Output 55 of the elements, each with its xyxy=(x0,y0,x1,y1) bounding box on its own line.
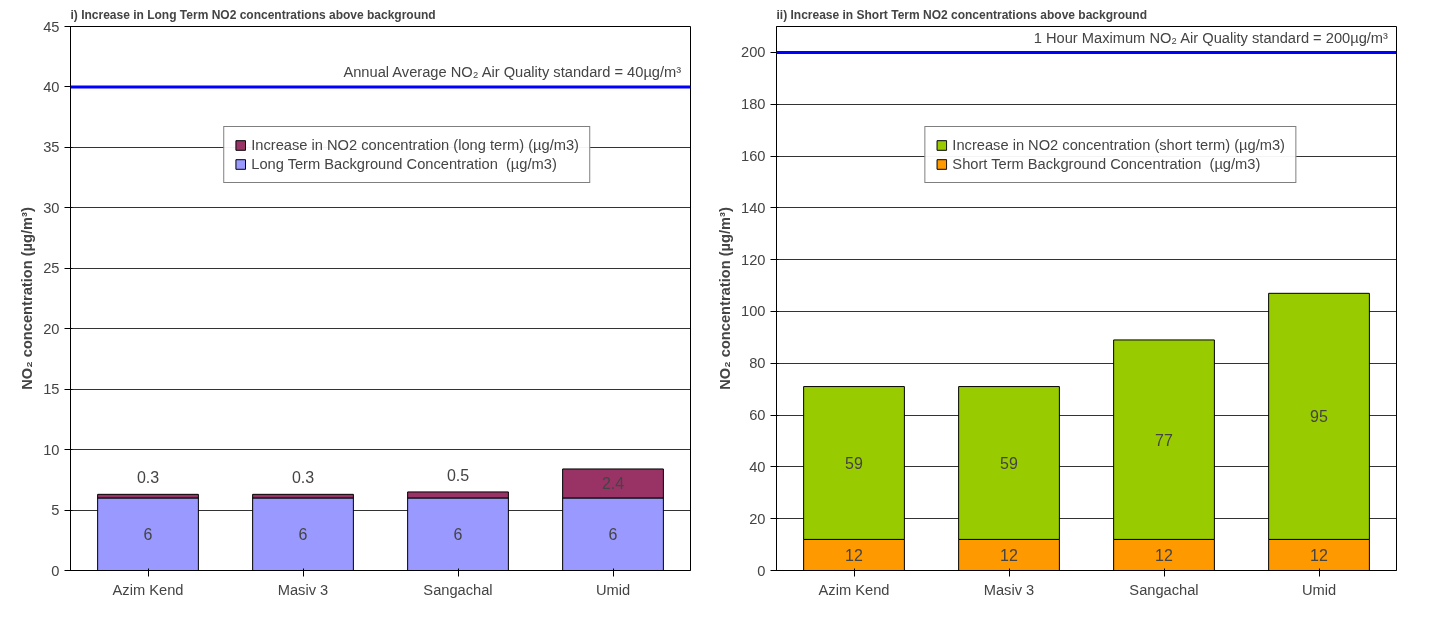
data-label: 12 xyxy=(1155,546,1173,564)
data-label: 2.4 xyxy=(601,475,625,493)
y-tick-label: 40 xyxy=(43,78,60,95)
data-label: 12 xyxy=(1000,546,1018,564)
x-tick-label: Sangachal xyxy=(1129,581,1199,598)
ref-line-label: 1 Hour Maximum NO₂ Air Quality standard = 200µg/m³ xyxy=(1033,29,1389,46)
x-tick-label: Masiv 3 xyxy=(983,581,1035,598)
y-tick-label: 0 xyxy=(51,562,60,579)
data-label: 77 xyxy=(1155,431,1173,449)
data-label: 6 xyxy=(298,526,308,544)
y-tick-label: 30 xyxy=(43,199,60,216)
y-tick-label: 25 xyxy=(43,260,60,277)
data-label: 6 xyxy=(143,526,153,544)
chart-title: i) Increase in Long Term NO2 concentrations above background xyxy=(70,7,436,22)
legend-label: Increase in NO2 concentration (short term) (µg/m3) xyxy=(952,137,1285,153)
data-label: 6 xyxy=(608,526,618,544)
y-tick-label: 180 xyxy=(741,96,766,113)
data-label: 12 xyxy=(1310,546,1328,564)
y-tick-label: 120 xyxy=(741,251,766,268)
x-tick-label: Umid xyxy=(595,581,631,598)
y-axis-title: NO₂ concentration (µg/m³) xyxy=(717,207,734,390)
y-tick-label: 45 xyxy=(43,18,60,35)
y-tick-label: 200 xyxy=(741,44,766,61)
legend-label: Short Term Background Concentration (µg/m3) xyxy=(952,156,1261,172)
ref-line-label: Annual Average NO₂ Air Quality standard = 40µg/m³ xyxy=(343,64,682,81)
y-tick-label: 35 xyxy=(43,139,60,156)
data-label: 6 xyxy=(453,526,463,544)
data-label: 59 xyxy=(845,455,863,472)
y-tick-label: 20 xyxy=(43,320,60,337)
data-label: 12 xyxy=(845,546,863,564)
y-tick-label: 10 xyxy=(43,441,60,458)
x-tick-label: Azim Kend xyxy=(112,581,184,598)
y-tick-label: 160 xyxy=(741,148,766,165)
legend-label: Increase in NO2 concentration (long term) (µg/m3) xyxy=(251,137,579,153)
data-label: 0.3 xyxy=(136,469,160,487)
data-label: 59 xyxy=(1000,455,1018,472)
y-tick-label: 140 xyxy=(741,199,766,216)
legend-label: Long Term Background Concentration (µg/m3) xyxy=(251,156,557,172)
y-tick-label: 5 xyxy=(51,502,60,519)
y-tick-label: 0 xyxy=(757,562,766,579)
data-label: 0.5 xyxy=(446,467,470,485)
y-tick-label: 100 xyxy=(741,303,766,320)
y-tick-label: 20 xyxy=(749,510,766,527)
y-tick-label: 40 xyxy=(749,458,766,475)
x-tick-label: Masiv 3 xyxy=(277,581,329,598)
y-axis-title: NO₂ concentration (µg/m³) xyxy=(19,207,36,390)
x-tick-label: Umid xyxy=(1301,581,1337,598)
data-label: 95 xyxy=(1310,408,1328,426)
y-tick-label: 60 xyxy=(749,407,766,424)
x-tick-label: Azim Kend xyxy=(818,581,890,598)
y-tick-label: 15 xyxy=(43,381,60,398)
chart-title: ii) Increase in Short Term NO2 concentrations above background xyxy=(776,7,1148,22)
x-tick-label: Sangachal xyxy=(423,581,493,598)
data-label: 0.3 xyxy=(291,469,315,487)
y-tick-label: 80 xyxy=(749,355,766,372)
